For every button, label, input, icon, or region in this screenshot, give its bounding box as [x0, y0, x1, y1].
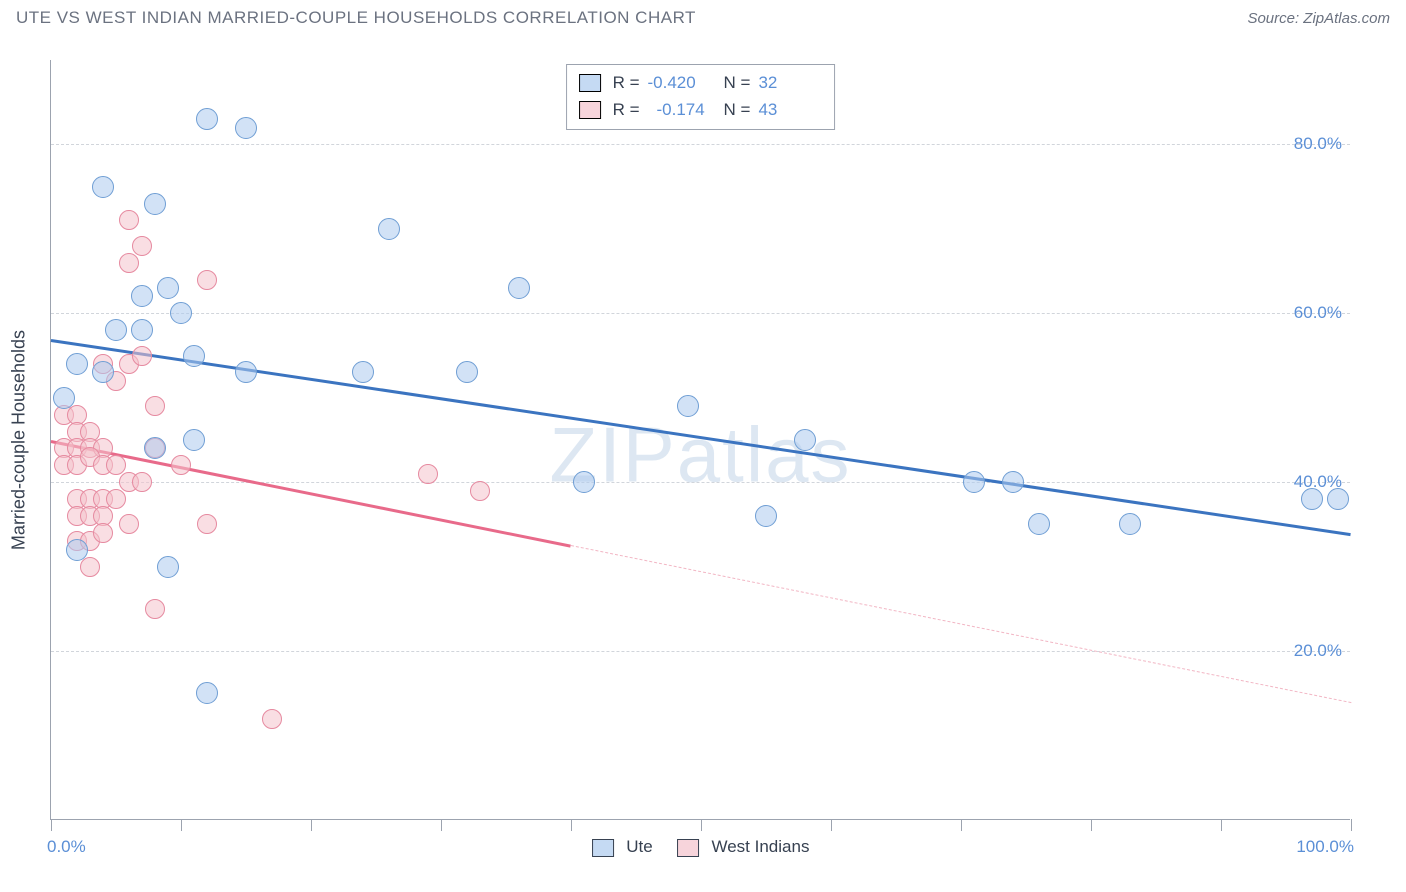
data-point	[92, 176, 114, 198]
data-point	[197, 270, 217, 290]
x-tick	[961, 819, 962, 831]
chart-title: UTE VS WEST INDIAN MARRIED-COUPLE HOUSEH…	[16, 8, 696, 28]
legend-n-label: N =	[724, 69, 751, 96]
data-point	[418, 464, 438, 484]
gridline	[51, 313, 1350, 314]
data-point	[262, 709, 282, 729]
data-point	[183, 429, 205, 451]
chart-container: ZIPatlas Married-couple Households R = -…	[0, 40, 1406, 892]
data-point	[132, 236, 152, 256]
legend-swatch-blue	[579, 74, 601, 92]
data-point	[171, 455, 191, 475]
legend-r-value: -0.420	[648, 69, 712, 96]
legend-n-value: 43	[758, 96, 822, 123]
data-point	[132, 346, 152, 366]
x-tick	[701, 819, 702, 831]
x-tick	[1351, 819, 1352, 831]
data-point	[119, 210, 139, 230]
data-point	[196, 682, 218, 704]
chart-source: Source: ZipAtlas.com	[1247, 10, 1390, 27]
x-tick	[181, 819, 182, 831]
x-tick	[51, 819, 52, 831]
y-tick-label: 80.0%	[1294, 134, 1342, 154]
data-point	[66, 353, 88, 375]
legend-series: Ute West Indians	[592, 837, 810, 857]
legend-r-value: -0.174	[648, 96, 712, 123]
data-point	[93, 523, 113, 543]
data-point	[170, 302, 192, 324]
gridline	[51, 144, 1350, 145]
legend-n-label: N =	[724, 96, 751, 123]
legend-r-label: R =	[613, 96, 640, 123]
data-point	[1301, 488, 1323, 510]
data-point	[677, 395, 699, 417]
x-tick	[831, 819, 832, 831]
y-tick-label: 20.0%	[1294, 641, 1342, 661]
data-point	[131, 285, 153, 307]
data-point	[66, 539, 88, 561]
data-point	[573, 471, 595, 493]
x-tick	[571, 819, 572, 831]
data-point	[106, 489, 126, 509]
data-point	[456, 361, 478, 383]
data-point	[197, 514, 217, 534]
legend-swatch-pink	[579, 101, 601, 119]
x-axis-max-label: 100.0%	[1296, 837, 1354, 857]
legend-n-value: 32	[758, 69, 822, 96]
data-point	[53, 387, 75, 409]
y-axis-title: Married-couple Households	[9, 329, 30, 549]
data-point	[145, 396, 165, 416]
data-point	[755, 505, 777, 527]
data-point	[92, 361, 114, 383]
data-point	[1327, 488, 1349, 510]
data-point	[157, 556, 179, 578]
data-point	[131, 319, 153, 341]
data-point	[183, 345, 205, 367]
legend-stats-row: R = -0.174 N = 43	[579, 96, 823, 123]
x-axis-min-label: 0.0%	[47, 837, 86, 857]
data-point	[105, 319, 127, 341]
gridline	[51, 482, 1350, 483]
data-point	[963, 471, 985, 493]
data-point	[470, 481, 490, 501]
x-tick	[441, 819, 442, 831]
legend-label: West Indians	[711, 837, 809, 856]
x-tick	[1221, 819, 1222, 831]
legend-stats-row: R = -0.420 N = 32	[579, 69, 823, 96]
legend-stats: R = -0.420 N = 32 R = -0.174 N = 43	[566, 64, 836, 130]
gridline	[51, 651, 1350, 652]
data-point	[80, 557, 100, 577]
plot-area: ZIPatlas Married-couple Households R = -…	[50, 60, 1350, 820]
x-tick	[1091, 819, 1092, 831]
data-point	[1028, 513, 1050, 535]
data-point	[157, 277, 179, 299]
legend-swatch-blue	[592, 839, 614, 857]
trend-line-extrapolated	[571, 545, 1351, 703]
data-point	[794, 429, 816, 451]
data-point	[144, 437, 166, 459]
data-point	[196, 108, 218, 130]
data-point	[352, 361, 374, 383]
data-point	[106, 455, 126, 475]
data-point	[145, 599, 165, 619]
y-tick-label: 60.0%	[1294, 303, 1342, 323]
legend-swatch-pink	[677, 839, 699, 857]
data-point	[119, 253, 139, 273]
data-point	[1002, 471, 1024, 493]
data-point	[235, 361, 257, 383]
data-point	[378, 218, 400, 240]
legend-item: West Indians	[677, 837, 810, 857]
data-point	[132, 472, 152, 492]
data-point	[235, 117, 257, 139]
legend-item: Ute	[592, 837, 653, 857]
legend-r-label: R =	[613, 69, 640, 96]
x-tick	[311, 819, 312, 831]
data-point	[508, 277, 530, 299]
data-point	[1119, 513, 1141, 535]
data-point	[119, 514, 139, 534]
data-point	[144, 193, 166, 215]
legend-label: Ute	[626, 837, 652, 856]
